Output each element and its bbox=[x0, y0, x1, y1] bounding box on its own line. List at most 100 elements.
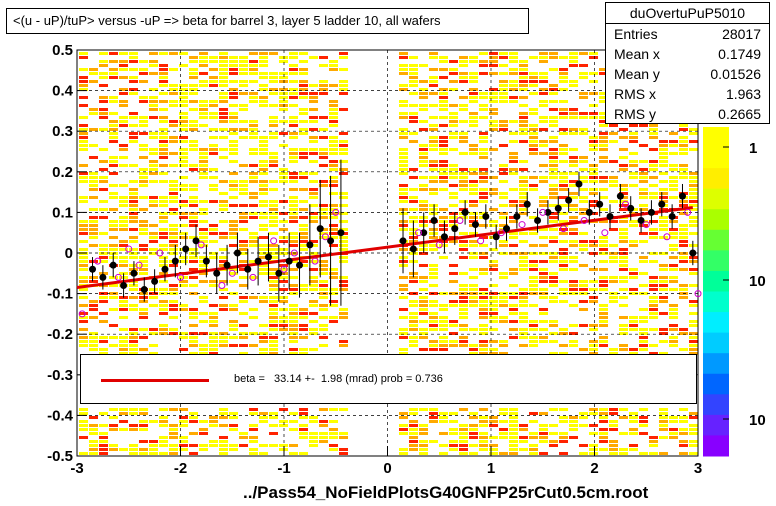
heat-cell bbox=[239, 56, 248, 59]
heat-cell bbox=[159, 244, 168, 247]
heat-cell bbox=[409, 176, 418, 179]
heat-cell bbox=[289, 412, 298, 415]
heat-cell bbox=[569, 332, 578, 335]
heat-cell bbox=[209, 184, 218, 187]
heat-cell bbox=[559, 344, 568, 347]
heat-cell bbox=[169, 212, 178, 215]
heat-cell bbox=[399, 428, 408, 431]
heat-cell bbox=[479, 296, 488, 299]
heat-cell bbox=[619, 188, 628, 191]
heat-cell bbox=[79, 180, 88, 183]
heat-cell bbox=[499, 216, 508, 219]
heat-cell bbox=[269, 124, 278, 127]
heat-cell bbox=[589, 344, 598, 347]
heat-cell bbox=[79, 344, 88, 347]
heat-cell bbox=[139, 224, 148, 227]
heat-cell bbox=[319, 296, 328, 299]
heat-cell bbox=[289, 324, 298, 327]
heat-cell bbox=[439, 320, 448, 323]
heat-cell bbox=[499, 100, 508, 103]
heat-cell bbox=[429, 416, 438, 419]
heat-cell bbox=[319, 344, 328, 347]
heat-cell bbox=[269, 304, 278, 307]
heat-cell bbox=[299, 316, 308, 319]
data-point bbox=[451, 225, 459, 233]
heat-cell bbox=[649, 444, 658, 447]
heat-cell bbox=[439, 316, 448, 319]
heat-cell bbox=[439, 224, 448, 227]
heat-cell bbox=[339, 260, 348, 263]
heat-cell bbox=[659, 332, 668, 335]
heat-cell bbox=[599, 260, 608, 263]
heat-cell bbox=[639, 348, 648, 351]
heat-cell bbox=[479, 344, 488, 347]
heat-cell bbox=[169, 184, 178, 187]
heat-cell bbox=[139, 308, 148, 311]
heat-cell bbox=[159, 120, 168, 123]
heat-cell bbox=[149, 196, 158, 199]
heat-cell bbox=[459, 176, 468, 179]
heat-cell bbox=[419, 448, 428, 451]
heat-cell bbox=[639, 196, 648, 199]
open-data-point bbox=[518, 221, 526, 229]
heat-cell bbox=[249, 408, 258, 411]
heat-cell bbox=[599, 412, 608, 415]
heat-cell bbox=[469, 56, 478, 59]
heat-cell bbox=[639, 260, 648, 263]
heat-cell bbox=[659, 172, 668, 175]
heat-cell bbox=[219, 108, 228, 111]
x-tick-label: -3 bbox=[70, 460, 83, 477]
heat-cell bbox=[189, 124, 198, 127]
heat-cell bbox=[559, 180, 568, 183]
heat-cell bbox=[229, 172, 238, 175]
heat-cell bbox=[449, 168, 458, 171]
heat-cell bbox=[279, 280, 288, 283]
heat-cell bbox=[679, 228, 688, 231]
heat-cell bbox=[489, 192, 498, 195]
heat-cell bbox=[259, 160, 268, 163]
heat-cell bbox=[679, 328, 688, 331]
heat-cell bbox=[89, 344, 98, 347]
heat-cell bbox=[419, 408, 428, 411]
heat-cell bbox=[209, 444, 218, 447]
heat-cell bbox=[549, 228, 558, 231]
heat-cell bbox=[249, 172, 258, 175]
heat-cell bbox=[299, 408, 308, 411]
heat-cell bbox=[119, 124, 128, 127]
heat-cell bbox=[479, 252, 488, 255]
heat-cell bbox=[209, 224, 218, 227]
heat-cell bbox=[479, 148, 488, 151]
heat-cell bbox=[209, 116, 218, 119]
heat-cell bbox=[199, 84, 208, 87]
heat-cell bbox=[529, 92, 538, 95]
heat-cell bbox=[99, 64, 108, 67]
heat-cell bbox=[339, 436, 348, 439]
heat-cell bbox=[139, 144, 148, 147]
heat-cell bbox=[469, 288, 478, 291]
heat-cell bbox=[299, 236, 308, 239]
heat-cell bbox=[79, 320, 88, 323]
heat-cell bbox=[99, 260, 108, 263]
heat-cell bbox=[159, 108, 168, 111]
heat-cell bbox=[449, 344, 458, 347]
heat-cell bbox=[649, 132, 658, 135]
heat-cell bbox=[499, 192, 508, 195]
heat-cell bbox=[529, 276, 538, 279]
heat-cell bbox=[529, 216, 538, 219]
heat-cell bbox=[609, 252, 618, 255]
heat-cell bbox=[249, 124, 258, 127]
heat-cell bbox=[419, 184, 428, 187]
heat-cell bbox=[649, 300, 658, 303]
heat-cell bbox=[159, 84, 168, 87]
heat-cell bbox=[99, 112, 108, 115]
heat-cell bbox=[289, 52, 298, 55]
heat-cell bbox=[189, 452, 198, 455]
heat-cell bbox=[79, 264, 88, 267]
heat-cell bbox=[419, 336, 428, 339]
heat-cell bbox=[549, 276, 558, 279]
heat-cell bbox=[559, 228, 568, 231]
heat-cell bbox=[499, 172, 508, 175]
heat-cell bbox=[469, 232, 478, 235]
heat-cell bbox=[469, 352, 478, 355]
heat-cell bbox=[229, 412, 238, 415]
